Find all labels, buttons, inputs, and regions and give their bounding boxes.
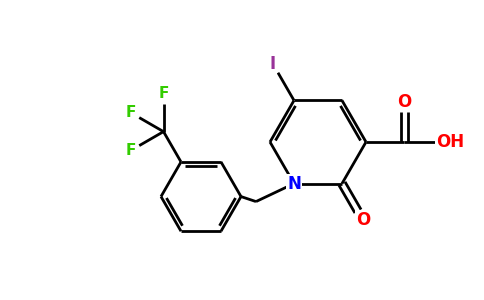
Text: OH: OH (436, 133, 464, 151)
Text: F: F (158, 86, 169, 101)
Text: O: O (356, 211, 370, 229)
Text: F: F (125, 105, 136, 120)
Text: I: I (270, 55, 276, 73)
Text: O: O (397, 93, 411, 111)
Text: N: N (287, 175, 301, 193)
Text: F: F (125, 143, 136, 158)
